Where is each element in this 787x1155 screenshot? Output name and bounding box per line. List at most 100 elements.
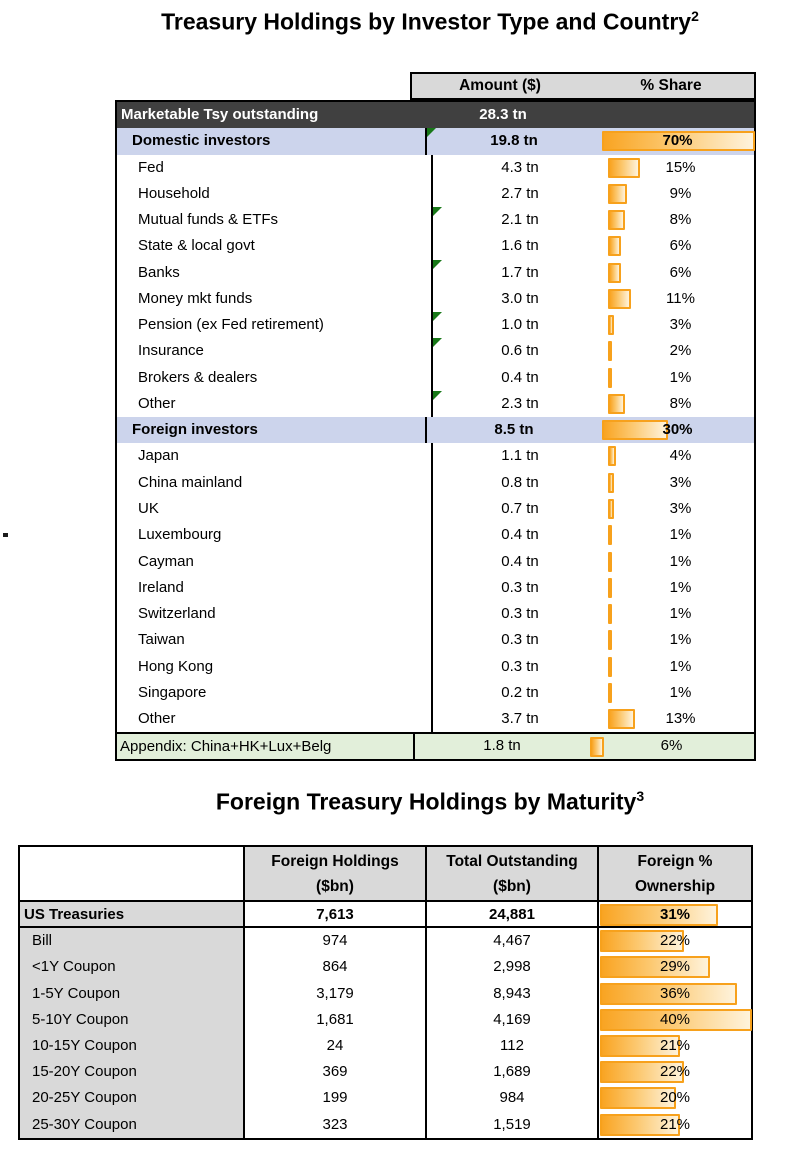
share-data-bar: [608, 682, 612, 703]
share-percent-label: 1%: [669, 631, 692, 649]
share-percent-label: 8%: [669, 394, 692, 412]
row-label: 1-5Y Coupon: [20, 980, 243, 1007]
table-row: Pension (ex Fed retirement) 1.0 tn 3%: [117, 312, 754, 339]
total-outstanding-column-header: Total Outstanding ($bn): [425, 847, 597, 900]
row-label: Insurance: [138, 342, 204, 360]
table-row: 5-10Y Coupon 1,681 4,169 40%: [20, 1006, 752, 1033]
table-row: Other 2.3 tn 8%: [117, 390, 754, 418]
amount-cell: 0.8 tn: [431, 469, 607, 496]
share-data-bar: [602, 420, 668, 441]
comment-triangle-icon: [433, 207, 442, 217]
amount-cell: 1.8 tn: [413, 734, 589, 759]
investor-table: Amount ($) % Share Marketable Tsy outsta…: [115, 72, 756, 761]
table-row: Marketable Tsy outstanding 28.3 tn: [117, 102, 754, 129]
row-label: Taiwan: [138, 631, 185, 649]
foreign-holdings-cell: 3,179: [243, 980, 425, 1007]
table-row: 25-30Y Coupon 323 1,519 21%: [20, 1111, 751, 1138]
share-cell: 4%: [607, 443, 754, 469]
row-label: Appendix: China+HK+Lux+Belg: [120, 738, 332, 756]
share-cell: 15%: [607, 155, 754, 181]
stray-ink-mark: [3, 533, 8, 537]
table-row: Fed 4.3 tn 15%: [117, 154, 754, 181]
share-data-bar: [608, 183, 627, 204]
amount-cell: 0.3 tn: [431, 653, 607, 680]
ownership-cell: 22%: [597, 1059, 751, 1086]
empty-corner-cell: [20, 847, 243, 900]
share-percent-label: 4%: [669, 447, 692, 465]
share-percent-label: 6%: [669, 263, 692, 281]
total-outstanding-cell: 984: [425, 1085, 597, 1112]
share-percent-label: 8%: [669, 211, 692, 229]
share-data-bar: [608, 709, 636, 730]
share-data-bar: [608, 498, 615, 519]
table-row: China mainland 0.8 tn 3%: [117, 469, 754, 496]
table-row: Household 2.7 tn 9%: [117, 180, 754, 208]
share-data-bar: [600, 1034, 680, 1057]
foreign-holdings-cell: 24: [243, 1032, 425, 1060]
amount-cell: 0.4 tn: [431, 522, 607, 549]
comment-triangle-icon: [433, 259, 442, 269]
share-cell: 1%: [607, 365, 754, 391]
amount-cell: 1.7 tn: [431, 259, 607, 286]
share-percent-label: 31%: [659, 906, 691, 923]
share-cell: 2%: [607, 338, 754, 364]
share-cell: 30%: [601, 417, 754, 443]
total-outstanding-cell: 1,689: [425, 1059, 597, 1086]
table-row: Other 3.7 tn 13%: [117, 706, 754, 733]
share-percent-label: 1%: [669, 368, 692, 386]
amount-cell: 0.3 tn: [431, 601, 607, 628]
ownership-cell: 29%: [597, 954, 751, 981]
share-cell: 1%: [607, 680, 754, 706]
share-percent-label: 3%: [669, 316, 692, 334]
table2-footnote-marker: 3: [636, 788, 645, 804]
ownership-cell: 36%: [597, 980, 751, 1007]
share-data-bar: [608, 210, 625, 231]
amount-cell: 1.6 tn: [431, 233, 607, 260]
share-data-bar: [608, 367, 612, 388]
share-percent-label: 1%: [669, 657, 692, 675]
foreign-holdings-cell: 864: [243, 954, 425, 981]
table-row: Foreign investors 8.5 tn 30%: [117, 417, 754, 444]
share-cell: 3%: [607, 312, 754, 338]
total-outstanding-cell: 4,169: [425, 1006, 597, 1033]
row-label: Other: [138, 710, 176, 728]
share-percent-label: 6%: [669, 237, 692, 255]
comment-triangle-icon: [427, 128, 436, 138]
row-label: Pension (ex Fed retirement): [138, 316, 324, 334]
row-label: Other: [138, 394, 176, 412]
row-label: Cayman: [138, 552, 194, 570]
row-label: Household: [138, 184, 210, 202]
table-row: Bill 974 4,467 22%: [20, 928, 751, 955]
share-percent-label: 1%: [669, 578, 692, 596]
share-percent-label: 15%: [665, 158, 696, 176]
row-label: Banks: [138, 263, 180, 281]
row-label: Marketable Tsy outstanding: [121, 106, 319, 123]
amount-cell: 2.3 tn: [431, 390, 607, 418]
share-data-bar: [600, 1061, 684, 1084]
row-label: UK: [138, 499, 159, 517]
share-cell: 1%: [607, 654, 754, 680]
share-cell: 9%: [607, 181, 754, 207]
share-cell: [590, 102, 754, 128]
foreign-ownership-column-header: Foreign % Ownership: [597, 847, 751, 900]
share-cell: 1%: [607, 601, 754, 627]
share-data-bar: [600, 1087, 676, 1110]
share-percent-label: 13%: [665, 710, 696, 728]
share-data-bar: [600, 982, 737, 1005]
share-cell: 6%: [607, 260, 754, 286]
share-data-bar: [608, 577, 612, 598]
share-data-bar: [608, 630, 612, 651]
share-cell: 1%: [607, 575, 754, 601]
foreign-holdings-cell: 369: [243, 1059, 425, 1086]
share-data-bar: [608, 262, 621, 283]
table-row: Taiwan 0.3 tn 1%: [117, 627, 754, 654]
share-cell: 1%: [607, 549, 754, 575]
share-percent-label: 2%: [669, 342, 692, 360]
share-percent-label: 1%: [669, 526, 692, 544]
table-row: Singapore 0.2 tn 1%: [117, 679, 754, 707]
table-row: UK 0.7 tn 3%: [117, 495, 754, 523]
table1-footnote-marker: 2: [691, 8, 699, 24]
ownership-cell: 31%: [597, 902, 751, 927]
share-cell: 3%: [607, 496, 754, 522]
table-row: Luxembourg 0.4 tn 1%: [117, 522, 754, 549]
